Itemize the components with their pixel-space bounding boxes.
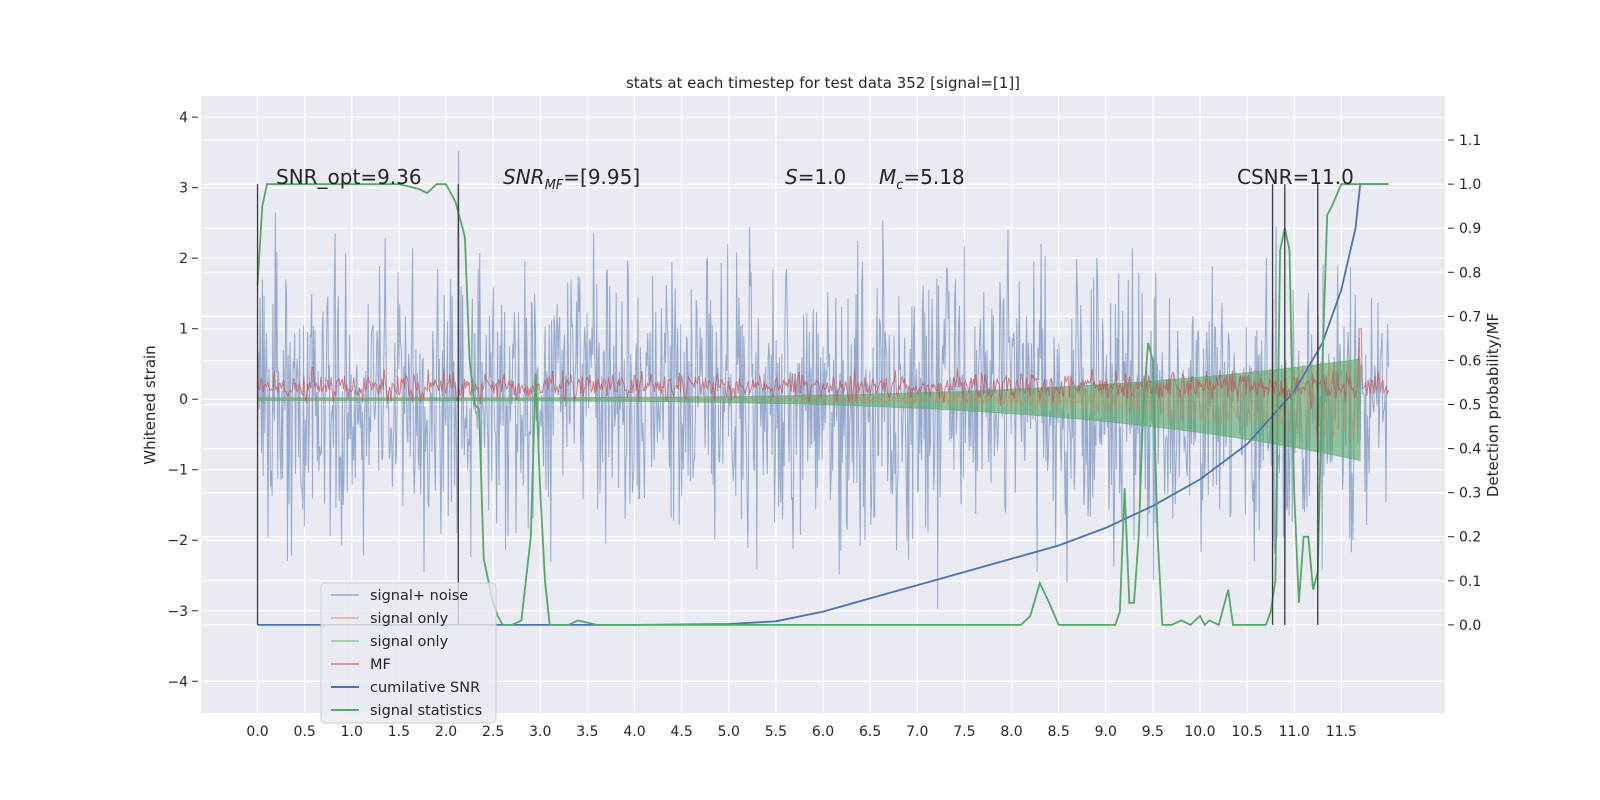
y-tick-label: −3: [167, 604, 188, 620]
x-tick-label: 8.5: [1047, 724, 1069, 740]
x-tick-label: 9.0: [1095, 724, 1117, 740]
annotation-mc-part: c: [896, 178, 903, 193]
annotation-snr-mf-part: MF: [545, 178, 564, 193]
annotation-csnr-part: CSNR=11.0: [1237, 165, 1354, 189]
chart-title: stats at each timestep for test data 352…: [626, 74, 1020, 92]
x-tick-label: 7.0: [906, 724, 928, 740]
x-tick-label: 0.0: [246, 724, 268, 740]
annotation-snr-mf-part: =[9.95]: [563, 165, 640, 189]
x-tick-label: 8.0: [1000, 724, 1022, 740]
x-tick-label: 6.0: [812, 724, 834, 740]
signal-statistics-line: [256, 183, 1389, 627]
y-tick-label: −4: [167, 674, 188, 690]
mf-line: [257, 328, 1389, 409]
y2-tick-label: 1.1: [1459, 133, 1481, 149]
y-tick-label: 1: [179, 322, 188, 338]
legend-label: signal+ noise: [370, 588, 468, 604]
annotation-s-part: S: [785, 165, 798, 189]
x-tick-label: 1.0: [341, 724, 363, 740]
x-tick-label: 6.5: [859, 724, 881, 740]
y2-axis-label: Detection probability/MF: [1484, 313, 1502, 497]
x-tick-label: 4.0: [623, 724, 645, 740]
annotation-snr-opt-part: SNR_opt=9.36: [276, 165, 422, 189]
annotation-snr-mf-part: SNR: [503, 165, 545, 189]
signal-only-line: [257, 357, 1361, 442]
legend-label: cumilative SNR: [370, 680, 480, 696]
x-tick-label: 2.5: [482, 724, 504, 740]
legend: signal+ noise signal only signal only MF cum…: [320, 582, 497, 724]
legend-label: signal only: [370, 634, 449, 650]
y2-tick-label: 0.9: [1459, 221, 1481, 237]
x-tick-label: 10.5: [1232, 724, 1263, 740]
x-tick-label: 11.0: [1279, 724, 1310, 740]
y2-tick-label: 0.1: [1459, 574, 1481, 590]
y2-tick-label: 0.5: [1459, 398, 1481, 414]
annotations: SNR_opt=9.36 SNRMF=[9.95] S=1.0 Mc=5.18 CSNR…: [256, 165, 1354, 625]
y2-tick-label: 0.2: [1459, 530, 1481, 546]
annotation-csnr: CSNR=11.0: [1237, 165, 1354, 189]
annotation-mc-part: M: [879, 165, 896, 189]
x-tick-label: 11.5: [1326, 724, 1357, 740]
annotation-snr-opt: SNR_opt=9.36: [276, 165, 422, 189]
legend-label: MF: [370, 657, 391, 673]
axes: 0.0 0.5 1.0 1.5 2.0 2.5 3.0 3.5 4.0 4.5 5.0 5.5 6.0 6…: [167, 110, 1481, 740]
annotation-snr-mf: SNRMF=[9.95]: [503, 165, 640, 193]
x-tick-label: 5.5: [765, 724, 787, 740]
cumulative-snr-line: [257, 183, 1389, 626]
x-tick-label: 5.0: [718, 724, 740, 740]
annotation-s-part: =1.0: [798, 165, 847, 189]
legend-label: signal statistics: [370, 703, 482, 719]
x-tick-label: 3.0: [529, 724, 551, 740]
y2-tick-label: 0.6: [1459, 353, 1481, 369]
x-tick-label: 7.5: [953, 724, 975, 740]
y2-tick-label: 0.3: [1459, 486, 1481, 502]
x-tick-label: 9.5: [1142, 724, 1164, 740]
x-tick-label: 4.5: [671, 724, 693, 740]
y2-tick-label: 0.4: [1459, 442, 1481, 458]
data-layer: [256, 151, 1389, 627]
x-tick-label: 2.0: [435, 724, 457, 740]
x-tick-label: 3.5: [576, 724, 598, 740]
x-tick-label: 10.0: [1184, 724, 1215, 740]
y-tick-label: 0: [179, 392, 188, 408]
y-tick-label: 3: [179, 181, 188, 197]
y2-tick-label: 0.8: [1459, 265, 1481, 281]
y-axis-label: Whitened strain: [141, 345, 159, 464]
y-tick-label: −2: [167, 533, 188, 549]
y2-tick-label: 0.0: [1459, 618, 1481, 634]
legend-label: signal only: [370, 611, 449, 627]
annotation-mc: Mc=5.18: [879, 165, 965, 193]
annotation-s: S=1.0: [785, 165, 846, 189]
x-tick-label: 1.5: [388, 724, 410, 740]
x-tick-label: 0.5: [294, 724, 316, 740]
y-tick-label: 4: [179, 110, 188, 126]
y2-tick-label: 0.7: [1459, 309, 1481, 325]
signal-only-band: [257, 358, 1361, 462]
annotation-mc-part: =5.18: [903, 165, 964, 189]
y2-tick-label: 1.0: [1459, 177, 1481, 193]
legend-box: [320, 582, 497, 724]
y-tick-label: −1: [167, 463, 188, 479]
y-tick-label: 2: [179, 251, 188, 267]
